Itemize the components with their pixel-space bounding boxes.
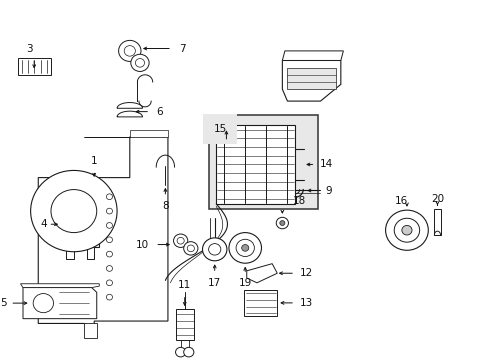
- Circle shape: [279, 221, 285, 225]
- Bar: [208, 116, 317, 209]
- Text: 5: 5: [0, 298, 7, 308]
- Polygon shape: [282, 51, 343, 60]
- Polygon shape: [20, 284, 99, 288]
- Text: 1: 1: [91, 156, 97, 166]
- Circle shape: [106, 251, 112, 257]
- Circle shape: [236, 239, 254, 257]
- Circle shape: [276, 217, 288, 229]
- Bar: [175, 309, 193, 340]
- Circle shape: [183, 242, 198, 255]
- Circle shape: [51, 190, 97, 233]
- Circle shape: [106, 280, 112, 286]
- Circle shape: [106, 237, 112, 243]
- Text: 7: 7: [179, 44, 185, 54]
- Circle shape: [33, 293, 53, 313]
- Bar: [18, 58, 51, 75]
- Circle shape: [183, 347, 193, 357]
- Circle shape: [385, 210, 427, 250]
- Circle shape: [106, 208, 112, 214]
- Circle shape: [393, 218, 419, 242]
- Circle shape: [106, 222, 112, 228]
- Text: 18: 18: [292, 196, 305, 206]
- Bar: [216, 125, 294, 204]
- Circle shape: [106, 194, 112, 199]
- Circle shape: [173, 234, 187, 247]
- Circle shape: [106, 294, 112, 300]
- Text: 6: 6: [157, 107, 163, 117]
- Polygon shape: [117, 111, 142, 117]
- Circle shape: [228, 233, 261, 263]
- Circle shape: [241, 244, 248, 251]
- Text: 8: 8: [162, 201, 168, 211]
- Text: 16: 16: [394, 196, 407, 206]
- Circle shape: [175, 347, 185, 357]
- Text: 20: 20: [430, 194, 443, 204]
- Polygon shape: [287, 68, 335, 89]
- Polygon shape: [38, 137, 167, 333]
- Circle shape: [187, 245, 194, 252]
- Circle shape: [119, 40, 141, 62]
- Text: 12: 12: [300, 268, 313, 278]
- Circle shape: [177, 237, 184, 244]
- Text: 10: 10: [135, 239, 148, 249]
- Bar: [244, 290, 277, 316]
- Circle shape: [131, 54, 149, 72]
- Text: 3: 3: [26, 44, 33, 54]
- Circle shape: [124, 46, 135, 56]
- Text: 15: 15: [213, 124, 226, 134]
- Text: 14: 14: [319, 159, 332, 170]
- Circle shape: [208, 244, 221, 255]
- Text: 13: 13: [300, 298, 313, 308]
- Polygon shape: [282, 60, 340, 101]
- Bar: [61, 202, 99, 247]
- Text: 9: 9: [325, 185, 331, 195]
- Text: 11: 11: [178, 280, 191, 290]
- Polygon shape: [23, 288, 97, 319]
- Circle shape: [106, 266, 112, 271]
- Bar: [84, 323, 97, 338]
- Circle shape: [202, 238, 226, 261]
- Polygon shape: [246, 264, 277, 283]
- Text: 19: 19: [238, 278, 251, 288]
- Circle shape: [401, 225, 411, 235]
- Polygon shape: [84, 130, 167, 137]
- Circle shape: [31, 170, 117, 252]
- Circle shape: [135, 59, 144, 67]
- Text: 4: 4: [40, 219, 46, 229]
- Bar: [433, 209, 440, 235]
- Text: 17: 17: [208, 278, 221, 288]
- Polygon shape: [117, 103, 142, 108]
